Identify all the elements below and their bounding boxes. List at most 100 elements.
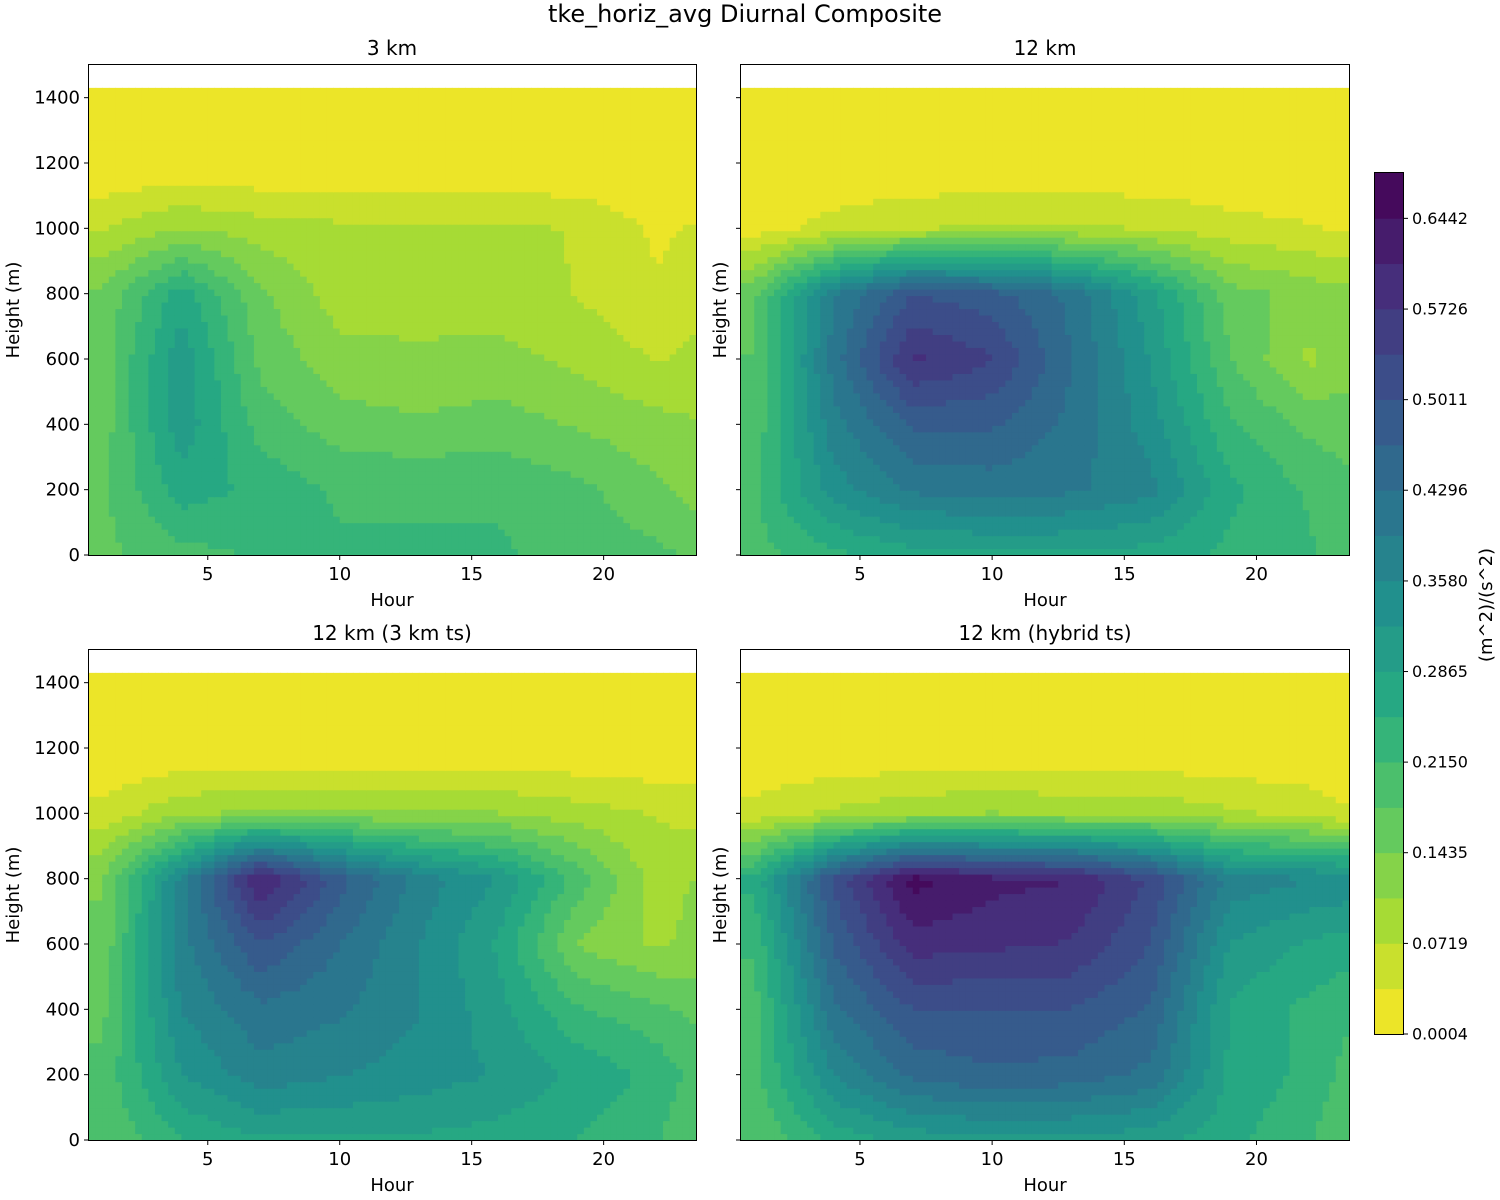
contour-cell xyxy=(346,438,354,446)
contour-cell xyxy=(234,509,242,517)
contour-cell xyxy=(405,263,413,271)
contour-cell xyxy=(511,477,519,485)
contour-cell xyxy=(234,529,242,537)
contour-cell xyxy=(174,217,182,225)
contour-cell xyxy=(471,431,479,439)
contour-cell xyxy=(498,542,506,550)
contour-cell xyxy=(649,263,658,271)
contour-cell xyxy=(234,490,242,498)
contour-cell xyxy=(564,321,572,329)
contour-cell xyxy=(141,321,149,329)
contour-cell xyxy=(187,542,196,550)
contour-cell xyxy=(313,438,321,446)
contour-cell xyxy=(253,327,262,336)
contour-cell xyxy=(491,269,499,277)
contour-cell xyxy=(95,464,103,472)
contour-cell xyxy=(352,327,361,336)
contour-cell xyxy=(234,308,242,316)
contour-cell xyxy=(498,308,506,316)
contour-cell xyxy=(478,522,486,530)
contour-cell xyxy=(359,470,367,478)
contour-cell xyxy=(306,250,314,258)
contour-cell xyxy=(227,392,235,400)
contour-cell xyxy=(293,276,301,284)
contour-cell xyxy=(148,308,156,316)
contour-cell xyxy=(379,431,387,439)
contour-cell xyxy=(484,399,493,407)
contour-cell xyxy=(491,379,499,387)
contour-cell xyxy=(603,321,611,329)
contour-cell xyxy=(108,399,116,407)
contour-cell xyxy=(220,535,229,543)
contour-cell xyxy=(636,243,644,251)
contour-cell xyxy=(201,425,209,433)
contour-cell xyxy=(115,438,123,446)
contour-cell xyxy=(484,503,493,511)
contour-cell xyxy=(511,542,519,550)
contour-cell xyxy=(570,438,578,446)
contour-cell xyxy=(207,392,215,400)
contour-cell xyxy=(293,542,301,550)
contour-cell xyxy=(471,321,479,329)
contour-cell xyxy=(352,477,361,485)
contour-cell xyxy=(273,276,281,284)
contour-cell xyxy=(557,230,565,238)
contour-cell xyxy=(656,412,664,420)
contour-cell xyxy=(399,204,407,212)
contour-cell xyxy=(564,269,572,277)
contour-cell xyxy=(471,392,479,400)
contour-cell xyxy=(313,314,321,323)
contour-cell xyxy=(306,548,314,556)
contour-cell xyxy=(412,405,420,413)
contour-cell xyxy=(253,392,262,400)
contour-cell xyxy=(339,425,347,433)
contour-cell xyxy=(498,288,506,297)
contour-cell xyxy=(300,353,308,361)
contour-cell xyxy=(207,224,215,232)
contour-cell xyxy=(471,237,479,245)
contour-cell xyxy=(425,516,433,524)
contour-cell xyxy=(597,535,605,543)
contour-cell xyxy=(656,535,664,543)
contour-cell xyxy=(306,470,314,478)
contour-cell xyxy=(636,334,644,342)
contour-cell xyxy=(280,237,288,245)
contour-cell xyxy=(432,509,440,517)
contour-cell xyxy=(425,470,433,478)
contour-cell xyxy=(234,340,242,348)
contour-cell xyxy=(682,412,690,420)
contour-cell xyxy=(181,438,189,446)
contour-cell xyxy=(484,548,493,556)
contour-cell xyxy=(517,516,526,524)
contour-cell xyxy=(656,425,664,433)
contour-cell xyxy=(379,451,387,459)
contour-cell xyxy=(326,399,334,407)
contour-cell xyxy=(121,321,130,329)
contour-cell xyxy=(663,269,671,277)
contour-cell xyxy=(267,490,275,498)
contour-cell xyxy=(148,548,156,556)
contour-cell xyxy=(121,386,130,394)
contour-cell xyxy=(550,353,559,361)
contour-cell xyxy=(511,444,519,452)
contour-cell xyxy=(174,522,182,530)
contour-cell xyxy=(154,470,163,478)
contour-cell xyxy=(636,509,644,517)
contour-cell xyxy=(524,392,532,400)
contour-cell xyxy=(95,276,103,284)
contour-cell xyxy=(537,522,545,530)
contour-cell xyxy=(583,412,592,420)
contour-cell xyxy=(484,496,493,504)
contour-cell xyxy=(458,438,466,446)
contour-cell xyxy=(544,230,552,238)
contour-cell xyxy=(359,386,367,394)
contour-cell xyxy=(517,295,526,303)
contour-cell xyxy=(511,224,519,232)
contour-cell xyxy=(141,496,149,504)
contour-cell xyxy=(583,418,592,426)
contour-cell xyxy=(253,490,262,498)
contour-cell xyxy=(102,211,110,219)
contour-cell xyxy=(537,477,545,485)
contour-cell xyxy=(550,379,559,387)
contour-cell xyxy=(240,496,248,504)
